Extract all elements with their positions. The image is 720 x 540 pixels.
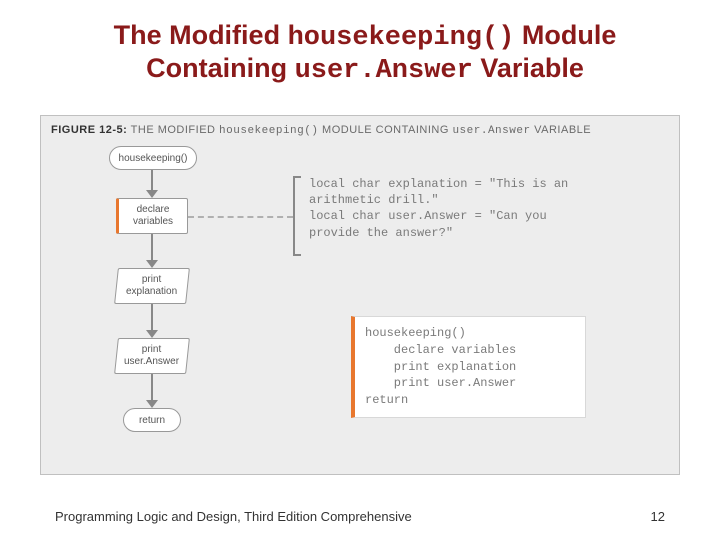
arrow-shaft [151,234,153,262]
node-label: print explanation [126,274,177,298]
node-print-explanation: print explanation [114,268,190,304]
pseudocode-line: housekeeping() [365,325,575,342]
arrow-head-icon [146,330,158,338]
node-label: return [139,415,165,426]
page-number: 12 [651,509,665,524]
arrow-head-icon [146,400,158,408]
footer-text: Programming Logic and Design, Third Edit… [55,509,412,524]
title-code: housekeeping() [288,23,515,53]
variable-annotation: local char explanation = "This is an ari… [309,176,639,241]
slide: The Modified housekeeping() Module Conta… [0,0,720,540]
bracket-icon [293,176,301,256]
pseudocode-box: housekeeping() declare variables print e… [351,316,586,418]
figure-box: FIGURE 12-5: THE MODIFIED housekeeping()… [40,115,680,475]
annotation-line: provide the answer?" [309,225,639,241]
caption-code: user.Answer [452,125,530,137]
caption-code: housekeeping() [219,125,318,137]
arrow-shaft [151,304,153,332]
figure-caption: FIGURE 12-5: THE MODIFIED housekeeping()… [51,124,591,137]
title-text: The Modified [114,20,288,50]
slide-title: The Modified housekeeping() Module Conta… [50,20,680,86]
arrow-head-icon [146,260,158,268]
dashed-connector [188,216,293,218]
node-return: return [123,408,181,432]
arrow-head-icon [146,190,158,198]
arrow-shaft [151,170,153,192]
node-print-useranswer: print user.Answer [114,338,190,374]
caption-label: FIGURE 12-5: [51,124,127,136]
title-code: user.Answer [295,56,473,86]
pseudocode-line: return [365,392,575,409]
title-line-1: The Modified housekeeping() Module [50,20,680,53]
arrow-shaft [151,374,153,402]
pseudocode-line: declare variables [365,342,575,359]
caption-text: MODULE CONTAINING [318,124,452,136]
node-label: declare variables [133,204,173,228]
node-housekeeping: housekeeping() [109,146,197,170]
caption-text: VARIABLE [531,124,592,136]
node-label: print user.Answer [124,344,179,368]
annotation-line: local char explanation = "This is an [309,176,639,192]
annotation-line: arithmetic drill." [309,192,639,208]
title-line-2: Containing user.Answer Variable [50,53,680,86]
node-declare: declare variables [116,198,188,234]
title-text: Module [514,20,616,50]
pseudocode-line: print explanation [365,359,575,376]
caption-text: THE MODIFIED [127,124,219,136]
pseudocode-line: print user.Answer [365,375,575,392]
title-text: Variable [473,53,584,83]
flowchart: housekeeping() declare variables print e… [61,146,261,466]
annotation-line: local char user.Answer = "Can you [309,208,639,224]
title-text: Containing [146,53,294,83]
node-label: housekeeping() [119,153,188,164]
